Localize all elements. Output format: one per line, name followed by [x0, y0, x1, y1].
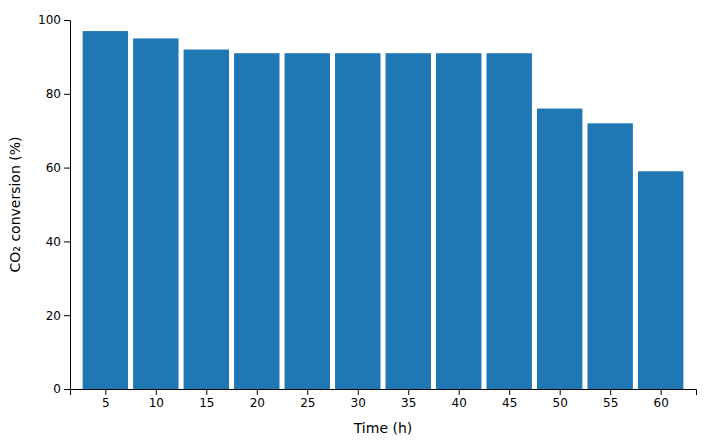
bar — [486, 53, 531, 389]
tick-mark — [105, 389, 106, 395]
tick-mark — [156, 389, 157, 395]
bar — [386, 53, 431, 389]
tick-mark — [459, 389, 460, 395]
tick-label: 5 — [102, 396, 110, 410]
bar — [335, 53, 380, 389]
tick-mark — [358, 389, 359, 395]
tick-label: 40 — [46, 235, 61, 249]
tick-label: 45 — [502, 396, 517, 410]
tick-mark — [64, 241, 70, 242]
tick-label: 60 — [654, 396, 669, 410]
tick: 10 — [149, 389, 164, 410]
tick-label: 100 — [38, 13, 61, 27]
tick: 30 — [351, 389, 366, 410]
tick-mark — [64, 94, 70, 95]
tick-label: 40 — [452, 396, 467, 410]
tick-mark — [206, 389, 207, 395]
tick: 40 — [46, 235, 70, 249]
bars — [83, 31, 684, 389]
y-axis: 0 20 40 60 80 100 — [38, 13, 70, 396]
tick-label: 15 — [199, 396, 214, 410]
plot: 5 10 15 20 25 30 35 40 45 50 55 60 0 20 40 60 80 100 Time … — [7, 13, 697, 436]
tick-mark — [64, 315, 70, 316]
tick-mark — [661, 389, 662, 395]
bar — [133, 38, 178, 389]
tick: 20 — [46, 309, 70, 323]
tick-label: 20 — [250, 396, 265, 410]
tick-label: 0 — [53, 382, 61, 396]
tick: 15 — [199, 389, 214, 410]
tick-label: 25 — [300, 396, 315, 410]
tick-label: 35 — [401, 396, 416, 410]
bar — [537, 109, 582, 389]
bar — [184, 50, 229, 389]
tick-mark — [64, 20, 70, 21]
tick-label: 55 — [603, 396, 618, 410]
tick-mark — [610, 389, 611, 395]
tick-label: 50 — [553, 396, 568, 410]
tick-mark — [257, 389, 258, 395]
tick-mark — [408, 389, 409, 395]
tick: 60 — [46, 161, 70, 175]
tick: 50 — [553, 389, 568, 410]
bar — [234, 53, 279, 389]
bar — [83, 31, 128, 389]
bar — [436, 53, 481, 389]
tick: 100 — [38, 13, 70, 27]
tick-label: 60 — [46, 161, 61, 175]
tick: 35 — [401, 389, 416, 410]
tick-mark — [64, 168, 70, 169]
tick-mark — [307, 389, 308, 395]
y-axis-line — [64, 21, 71, 390]
y-axis-title: CO₂ conversion (%) — [7, 137, 23, 273]
chart: 5 10 15 20 25 30 35 40 45 50 55 60 0 20 40 60 80 100 Time … — [0, 0, 720, 447]
bar — [587, 123, 632, 389]
tick: 20 — [250, 389, 265, 410]
tick: 40 — [452, 389, 467, 410]
x-axis: 5 10 15 20 25 30 35 40 45 50 55 60 — [71, 389, 697, 410]
tick-mark — [560, 389, 561, 395]
tick-mark — [64, 389, 70, 390]
tick-label: 30 — [351, 396, 366, 410]
bar — [638, 171, 683, 389]
tick-label: 10 — [149, 396, 164, 410]
tick-label: 80 — [46, 87, 61, 101]
x-axis-title: Time (h) — [353, 420, 413, 436]
tick: 5 — [102, 389, 110, 410]
tick: 80 — [46, 87, 70, 101]
tick-mark — [509, 389, 510, 395]
tick-label: 20 — [46, 309, 61, 323]
bar — [285, 53, 330, 389]
tick: 0 — [53, 382, 70, 396]
tick: 25 — [300, 389, 315, 410]
x-axis-line — [71, 390, 697, 396]
tick: 55 — [603, 389, 618, 410]
tick: 60 — [654, 389, 669, 410]
tick: 45 — [502, 389, 517, 410]
